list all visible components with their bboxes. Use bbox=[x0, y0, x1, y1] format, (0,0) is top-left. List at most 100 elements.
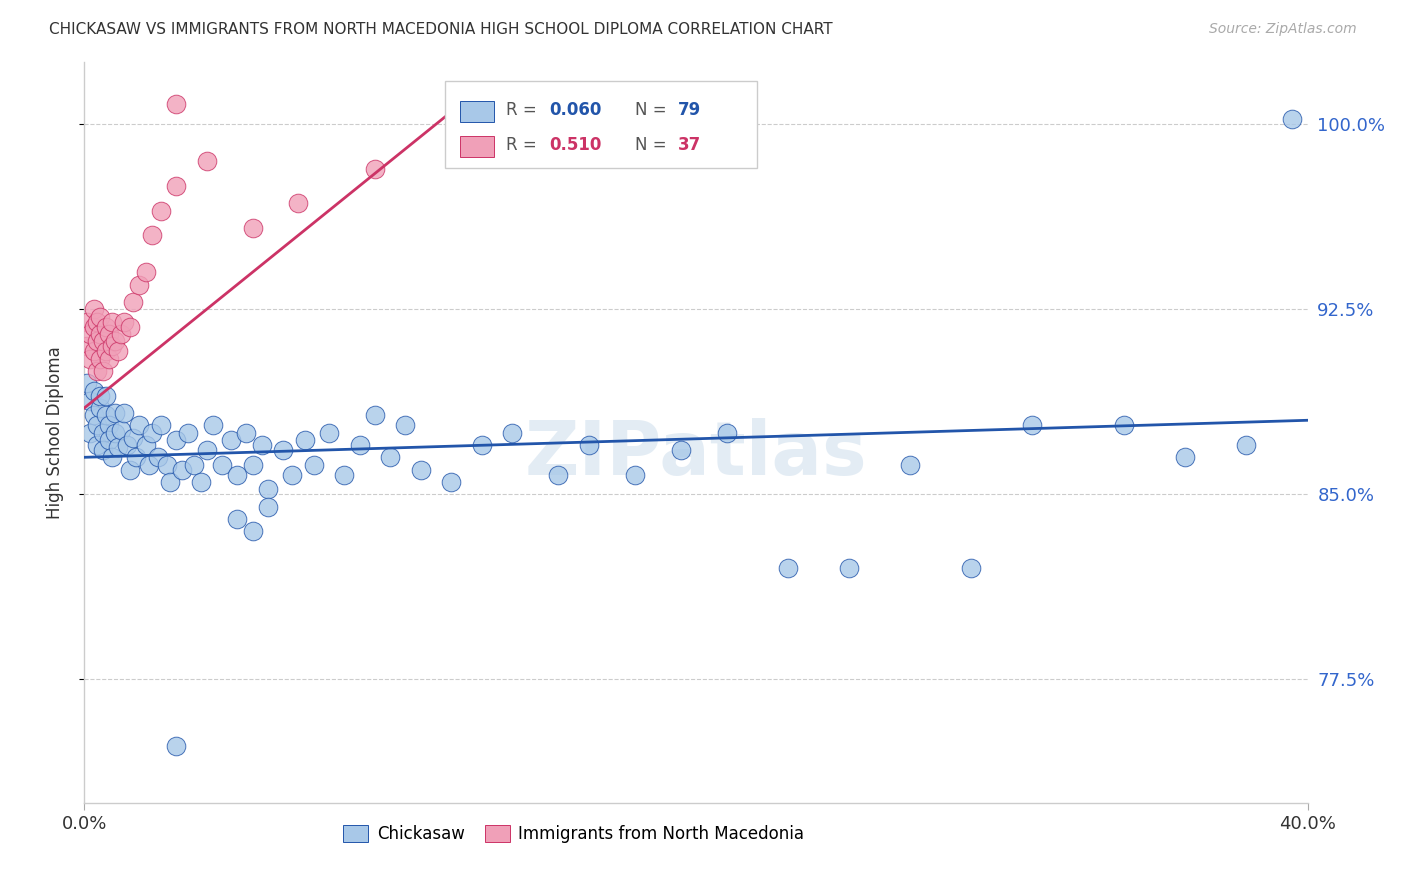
Point bbox=[242, 220, 264, 235]
Text: N =: N = bbox=[636, 136, 672, 154]
Point bbox=[91, 334, 114, 349]
Text: ZIPatlas: ZIPatlas bbox=[524, 418, 868, 491]
Point bbox=[165, 97, 187, 112]
Text: Source: ZipAtlas.com: Source: ZipAtlas.com bbox=[1209, 22, 1357, 37]
Point bbox=[104, 334, 127, 349]
Point bbox=[97, 326, 120, 341]
Point bbox=[190, 475, 212, 489]
Point bbox=[898, 458, 921, 472]
Point bbox=[86, 364, 108, 378]
Point bbox=[79, 351, 101, 366]
Point bbox=[101, 339, 124, 353]
Point bbox=[83, 319, 105, 334]
Point bbox=[1114, 418, 1136, 433]
Point bbox=[177, 425, 200, 440]
Point bbox=[97, 351, 120, 366]
Point bbox=[141, 425, 163, 440]
Point bbox=[183, 458, 205, 472]
Point bbox=[110, 423, 132, 437]
Point bbox=[333, 467, 356, 482]
Point bbox=[91, 442, 114, 457]
Legend: Chickasaw, Immigrants from North Macedonia: Chickasaw, Immigrants from North Macedon… bbox=[336, 819, 811, 850]
Point bbox=[235, 425, 257, 440]
Point bbox=[1236, 438, 1258, 452]
Point bbox=[624, 467, 647, 482]
Point bbox=[172, 462, 194, 476]
Point bbox=[83, 344, 105, 359]
Point bbox=[349, 438, 371, 452]
Point bbox=[101, 450, 124, 465]
Point bbox=[271, 442, 294, 457]
Point bbox=[138, 458, 160, 472]
Point bbox=[294, 433, 316, 447]
Point bbox=[149, 418, 172, 433]
Point bbox=[165, 178, 187, 193]
Text: 79: 79 bbox=[678, 102, 700, 120]
Bar bbox=[460, 101, 494, 122]
Bar bbox=[460, 136, 494, 157]
Point bbox=[141, 228, 163, 243]
Point bbox=[156, 458, 179, 472]
Point bbox=[242, 458, 264, 472]
Point bbox=[257, 500, 280, 514]
Point bbox=[195, 442, 218, 457]
Text: 37: 37 bbox=[678, 136, 700, 154]
Point bbox=[76, 376, 98, 391]
Text: 0.510: 0.510 bbox=[550, 136, 602, 154]
Point bbox=[1174, 450, 1197, 465]
Point bbox=[146, 450, 169, 465]
Point bbox=[394, 418, 416, 433]
Point bbox=[122, 294, 145, 309]
Point bbox=[364, 161, 387, 176]
Point bbox=[502, 425, 524, 440]
Point bbox=[1281, 112, 1303, 127]
Point bbox=[76, 339, 98, 353]
Point bbox=[79, 425, 101, 440]
Point bbox=[94, 409, 117, 423]
Point bbox=[195, 154, 218, 169]
Point bbox=[122, 431, 145, 445]
Point bbox=[83, 302, 105, 317]
Point bbox=[104, 425, 127, 440]
Text: R =: R = bbox=[506, 102, 543, 120]
Point bbox=[242, 524, 264, 539]
Point bbox=[120, 462, 142, 476]
Point bbox=[226, 467, 249, 482]
Point bbox=[776, 561, 799, 575]
Point bbox=[83, 384, 105, 398]
Point bbox=[89, 351, 111, 366]
Point bbox=[128, 277, 150, 292]
Point bbox=[302, 458, 325, 472]
Text: CHICKASAW VS IMMIGRANTS FROM NORTH MACEDONIA HIGH SCHOOL DIPLOMA CORRELATION CHA: CHICKASAW VS IMMIGRANTS FROM NORTH MACED… bbox=[49, 22, 832, 37]
Point bbox=[201, 418, 224, 433]
Point bbox=[165, 739, 187, 753]
Point bbox=[128, 418, 150, 433]
Point bbox=[120, 319, 142, 334]
Y-axis label: High School Diploma: High School Diploma bbox=[45, 346, 63, 519]
Point bbox=[471, 438, 494, 452]
Point bbox=[250, 438, 273, 452]
Point bbox=[547, 467, 569, 482]
Point bbox=[219, 433, 242, 447]
Point bbox=[281, 467, 304, 482]
Point bbox=[107, 344, 129, 359]
Point bbox=[86, 418, 108, 433]
Point bbox=[838, 561, 860, 575]
Point bbox=[669, 442, 692, 457]
Point bbox=[318, 425, 340, 440]
Point bbox=[86, 438, 108, 452]
Point bbox=[135, 265, 157, 279]
Point bbox=[83, 409, 105, 423]
Point bbox=[104, 406, 127, 420]
Point bbox=[89, 401, 111, 415]
Point bbox=[165, 433, 187, 447]
Point bbox=[960, 561, 983, 575]
Point bbox=[211, 458, 233, 472]
Point bbox=[1021, 418, 1043, 433]
Point bbox=[149, 203, 172, 218]
Point bbox=[89, 326, 111, 341]
Point bbox=[287, 196, 309, 211]
Point bbox=[125, 450, 148, 465]
Point bbox=[112, 314, 135, 328]
Point bbox=[86, 314, 108, 328]
